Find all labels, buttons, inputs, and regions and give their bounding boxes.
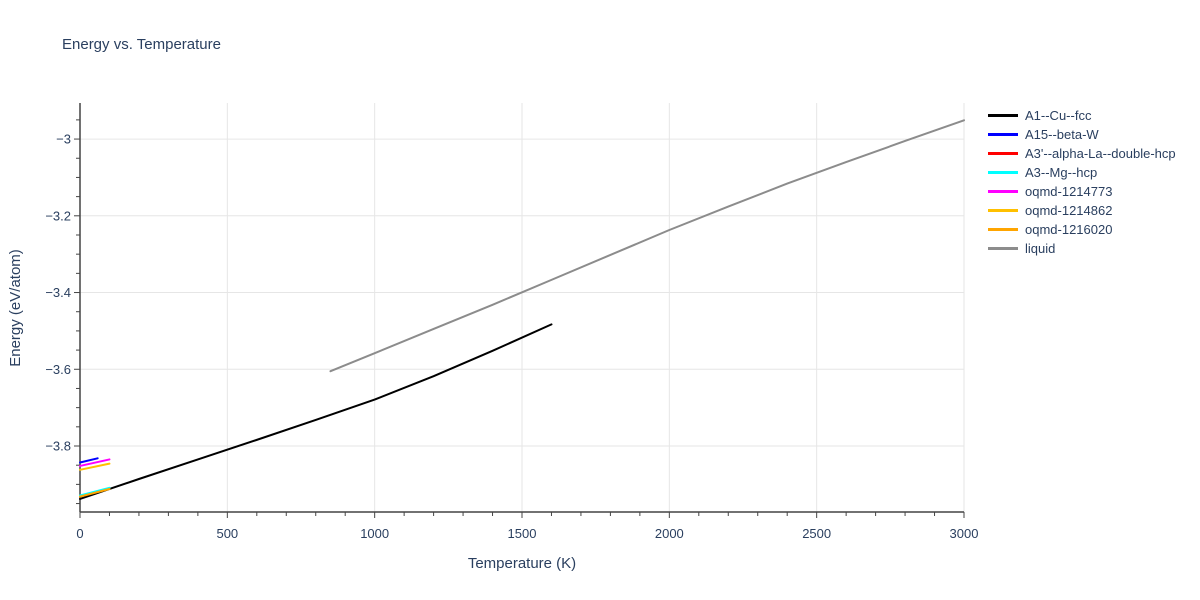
- y-tick-label: −3.8: [45, 439, 71, 454]
- legend-label: A1--Cu--fcc: [1025, 108, 1092, 123]
- legend-label: A3--Mg--hcp: [1025, 165, 1098, 180]
- legend-label: oqmd-1216020: [1025, 222, 1113, 237]
- series-line-liquid: [329, 119, 965, 373]
- legend-label: A3'--alpha-La--double-hcp: [1025, 146, 1176, 161]
- legend-item-a3-mg-hcp[interactable]: A3--Mg--hcp: [988, 163, 1176, 182]
- series-layer: [79, 119, 965, 500]
- y-axis-title: Energy (eV/atom): [7, 249, 24, 367]
- x-tick-label: 1000: [360, 526, 389, 541]
- legend-line-swatch: [988, 133, 1018, 136]
- legend-item-oqmd-1216020[interactable]: oqmd-1216020: [988, 220, 1176, 239]
- x-tick-label: 2500: [802, 526, 831, 541]
- series-line-a3-mg-hcp: [79, 486, 111, 497]
- x-axis-title: Temperature (K): [468, 555, 576, 572]
- y-tick-label: −3.6: [45, 362, 71, 377]
- legend-label: oqmd-1214773: [1025, 184, 1113, 199]
- series-line-oqmd-1214862: [79, 462, 111, 471]
- series-line-oqmd-1214773: [79, 458, 111, 467]
- legend-line-swatch: [988, 190, 1018, 193]
- legend-line-swatch: [988, 171, 1018, 174]
- legend-line-swatch: [988, 228, 1018, 231]
- y-tick-label: −3: [56, 132, 71, 147]
- legend-line-swatch: [988, 209, 1018, 212]
- legend-item-oqmd-1214862[interactable]: oqmd-1214862: [988, 201, 1176, 220]
- tick-label-layer: 0 500 1000 1500 2000 2500 3000 −3.8 −3.6 −3.4 −3.2…: [45, 132, 978, 541]
- y-tick-label: −3.2: [45, 208, 71, 223]
- x-tick-label: 3000: [950, 526, 979, 541]
- legend: A1--Cu--fcc A15--beta-W A3'--alpha-La--dou…: [988, 106, 1176, 258]
- series-line-a15-beta-w: [79, 457, 99, 464]
- legend-item-liquid[interactable]: liquid: [988, 239, 1176, 258]
- legend-line-swatch: [988, 152, 1018, 155]
- x-tick-label: 1500: [508, 526, 537, 541]
- legend-item-oqmd-1214773[interactable]: oqmd-1214773: [988, 182, 1176, 201]
- legend-item-a15-beta-w[interactable]: A15--beta-W: [988, 125, 1176, 144]
- legend-item-a3-alpha-la-double-hcp[interactable]: A3'--alpha-La--double-hcp: [988, 144, 1176, 163]
- legend-item-a1-cu-fcc[interactable]: A1--Cu--fcc: [988, 106, 1176, 125]
- legend-label: A15--beta-W: [1025, 127, 1099, 142]
- series-line-oqmd-1216020: [79, 487, 111, 498]
- x-tick-label: 500: [216, 526, 238, 541]
- legend-line-swatch: [988, 247, 1018, 250]
- x-tick-label: 2000: [655, 526, 684, 541]
- y-tick-label: −3.4: [45, 285, 71, 300]
- axis-layer: [74, 103, 965, 518]
- legend-label: oqmd-1214862: [1025, 203, 1113, 218]
- legend-label: liquid: [1025, 241, 1056, 256]
- legend-line-swatch: [988, 114, 1018, 117]
- series-line-a1-cu-fcc: [79, 323, 553, 500]
- chart-title: Energy vs. Temperature: [62, 36, 221, 53]
- x-tick-label: 0: [76, 526, 83, 541]
- grid-layer: [80, 103, 965, 512]
